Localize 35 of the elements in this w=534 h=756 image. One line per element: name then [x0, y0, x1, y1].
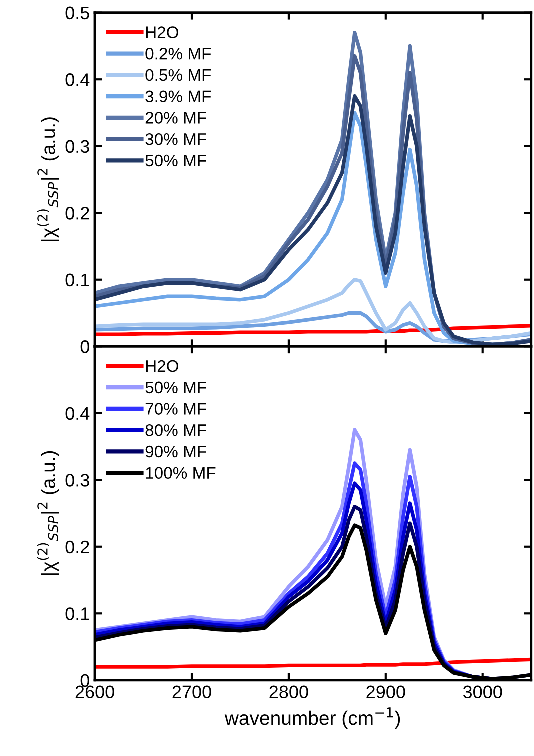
- line-series: [95, 324, 532, 336]
- y-tick-label: 0.5: [66, 6, 90, 20]
- legend-label: 3.9% MF: [146, 90, 212, 103]
- y-tick-label: 0.1: [66, 274, 90, 287]
- x-tick-label: 2800: [270, 686, 308, 699]
- x-tick-label: 3000: [463, 686, 502, 699]
- y-tick-label: 0.3: [66, 140, 90, 154]
- y-axis-title: |χ$^{(2)}$$_{SSP}$|$^{2}$ (a.u.): [37, 118, 60, 242]
- legend-label: 100% MF: [146, 467, 216, 480]
- y-tick-label: 0: [80, 340, 90, 354]
- legend-label: 0.2% MF: [146, 48, 212, 60]
- x-axis-title: wavenumber (cm$^{−1}$): [224, 708, 400, 730]
- y-tick-label: 0: [80, 674, 90, 688]
- legend-label: H2O: [146, 26, 179, 38]
- legend-label: 70% MF: [146, 403, 206, 415]
- legend-label: 20% MF: [146, 112, 206, 124]
- y-tick-label: 0.4: [66, 74, 90, 86]
- y-tick-label: 0.4: [66, 407, 90, 420]
- legend-label: 0.5% MF: [146, 69, 212, 82]
- x-tick-label: 2700: [172, 686, 212, 699]
- legend-label: 90% MF: [146, 446, 206, 458]
- y-axis-title: |χ$^{(2)}$$_{SSP}$|$^{2}$ (a.u.): [37, 451, 60, 576]
- legend-label: 30% MF: [146, 133, 206, 146]
- x-tick-label: 2600: [76, 686, 114, 699]
- legend-label: 50% MF: [146, 382, 206, 394]
- y-tick-label: 0.2: [66, 207, 90, 220]
- legend-label: 50% MF: [146, 154, 206, 167]
- line-series: [95, 658, 532, 669]
- legend-label: H2O: [146, 360, 179, 372]
- y-tick-label: 0.1: [66, 608, 90, 620]
- y-tick-label: 0.2: [66, 540, 90, 554]
- y-tick-label: 0.3: [66, 474, 90, 487]
- x-tick-label: 2900: [366, 686, 406, 699]
- line-series: [95, 278, 532, 344]
- legend-label: 80% MF: [146, 424, 206, 436]
